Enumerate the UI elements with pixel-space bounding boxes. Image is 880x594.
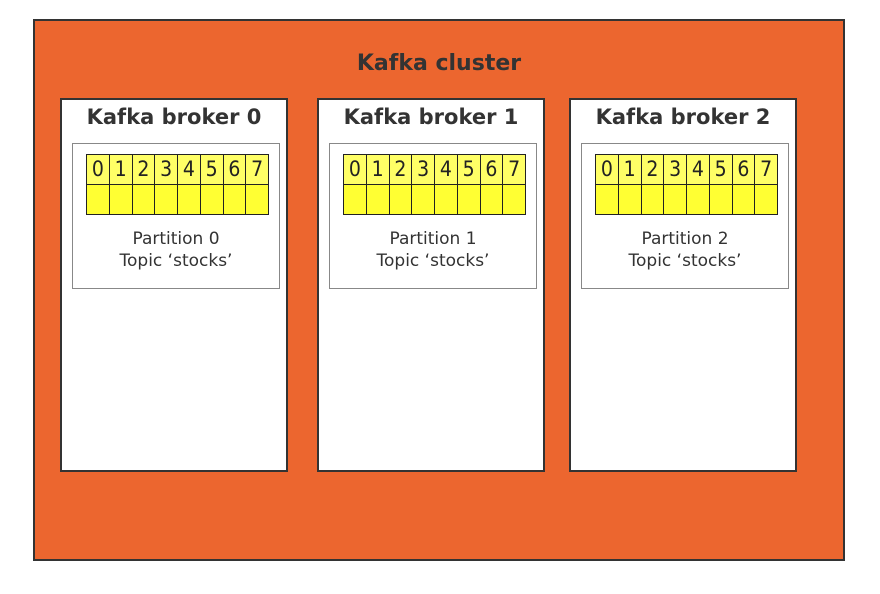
offset-cell: 6 (480, 155, 504, 214)
offset-label: 4 (687, 155, 709, 185)
cluster-title: Kafka cluster (356, 51, 522, 76)
offset-cell: 3 (412, 155, 435, 214)
offset-cell: 5 (457, 155, 481, 214)
partition-label: Partition 2 (641, 229, 729, 249)
offset-cell: 7 (246, 155, 268, 214)
offset-cell: 1 (618, 155, 642, 214)
partition-log: 0 1 2 3 4 5 6 7 (86, 154, 269, 215)
offset-label: 6 (732, 155, 755, 185)
offset-cell: 4 (687, 155, 710, 214)
partition-caption: Partition 2 Topic ‘stocks’ (582, 228, 788, 272)
offset-label: 5 (200, 155, 223, 185)
offset-label: 0 (344, 155, 366, 185)
offset-label: 7 (246, 155, 268, 185)
offset-label: 1 (366, 155, 389, 185)
offset-label: 3 (155, 155, 177, 185)
offset-label: 2 (389, 155, 412, 185)
partition-caption: Partition 0 Topic ‘stocks’ (73, 228, 279, 272)
offset-cell: 2 (132, 155, 156, 214)
offset-cell: 7 (503, 155, 525, 214)
offset-label: 7 (503, 155, 525, 185)
offset-cell: 6 (732, 155, 756, 214)
topic-label: Topic ‘stocks’ (119, 251, 233, 271)
offset-label: 2 (641, 155, 664, 185)
offset-cell: 2 (389, 155, 413, 214)
offset-cell: 7 (755, 155, 777, 214)
offset-label: 4 (178, 155, 200, 185)
offset-label: 0 (87, 155, 109, 185)
partition-log: 0 1 2 3 4 5 6 7 (343, 154, 526, 215)
offset-cell: 3 (664, 155, 687, 214)
offset-cell: 1 (109, 155, 133, 214)
offset-label: 6 (223, 155, 246, 185)
offset-label: 2 (132, 155, 155, 185)
broker-1: Kafka broker 1 0 1 2 3 4 5 6 7 Partition… (317, 98, 545, 472)
offset-cell: 4 (435, 155, 458, 214)
partition-label: Partition 1 (389, 229, 477, 249)
offset-cell: 0 (344, 155, 367, 214)
partition-box: 0 1 2 3 4 5 6 7 Partition 2 Topic ‘stock… (581, 143, 789, 289)
broker-0: Kafka broker 0 0 1 2 3 4 5 6 7 Partition… (60, 98, 288, 472)
partition-caption: Partition 1 Topic ‘stocks’ (330, 228, 536, 272)
offset-cell: 5 (709, 155, 733, 214)
offset-label: 0 (596, 155, 618, 185)
partition-log: 0 1 2 3 4 5 6 7 (595, 154, 778, 215)
offset-cell: 6 (223, 155, 247, 214)
offset-cell: 4 (178, 155, 201, 214)
kafka-cluster: Kafka cluster Kafka broker 0 0 1 2 3 4 5… (33, 19, 845, 561)
offset-label: 5 (709, 155, 732, 185)
offset-label: 4 (435, 155, 457, 185)
topic-label: Topic ‘stocks’ (628, 251, 742, 271)
broker-2: Kafka broker 2 0 1 2 3 4 5 6 7 Partition… (569, 98, 797, 472)
offset-label: 5 (457, 155, 480, 185)
offset-label: 1 (618, 155, 641, 185)
offset-cell: 3 (155, 155, 178, 214)
offset-cell: 0 (87, 155, 110, 214)
partition-label: Partition 0 (132, 229, 220, 249)
offset-cell: 2 (641, 155, 665, 214)
offset-label: 3 (664, 155, 686, 185)
topic-label: Topic ‘stocks’ (376, 251, 490, 271)
partition-box: 0 1 2 3 4 5 6 7 Partition 1 Topic ‘stock… (329, 143, 537, 289)
broker-title: Kafka broker 2 (595, 105, 771, 129)
offset-cell: 1 (366, 155, 390, 214)
partition-box: 0 1 2 3 4 5 6 7 Partition 0 Topic ‘stock… (72, 143, 280, 289)
broker-title: Kafka broker 1 (343, 105, 519, 129)
offset-label: 1 (109, 155, 132, 185)
offset-label: 7 (755, 155, 777, 185)
offset-cell: 0 (596, 155, 619, 214)
offset-cell: 5 (200, 155, 224, 214)
offset-label: 6 (480, 155, 503, 185)
offset-label: 3 (412, 155, 434, 185)
broker-title: Kafka broker 0 (86, 105, 262, 129)
